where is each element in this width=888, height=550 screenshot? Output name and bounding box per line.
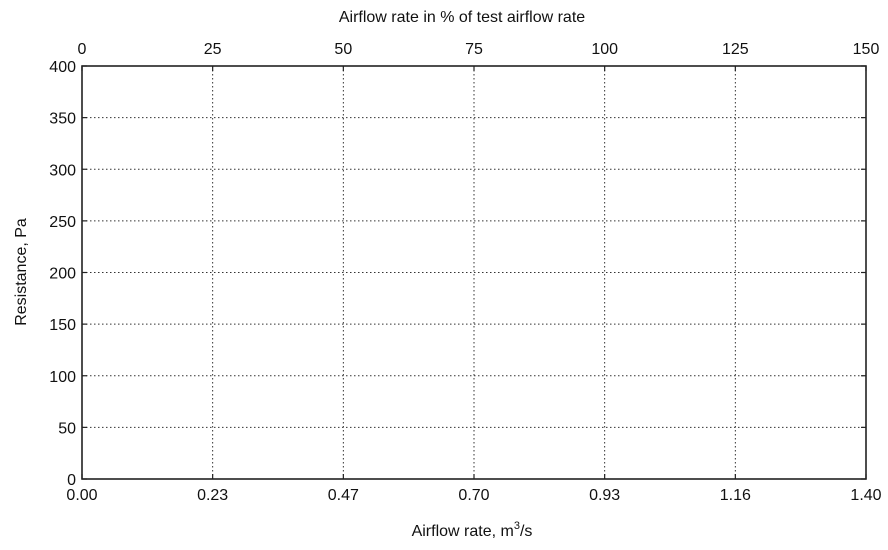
x-tick-label: 0.93 xyxy=(589,487,620,504)
x-tick-label: 0.47 xyxy=(328,487,359,504)
x-tick-label: 0.00 xyxy=(66,487,97,504)
y-tick-label: 400 xyxy=(49,59,76,76)
y-tick-label: 300 xyxy=(49,162,76,179)
y-tick-label: 50 xyxy=(58,420,76,437)
ticks xyxy=(81,65,867,480)
x-tick-label: 1.40 xyxy=(850,487,881,504)
top-tick-label: 125 xyxy=(722,41,749,58)
top-axis-title: Airflow rate in % of test airflow rate xyxy=(339,9,585,26)
y-tick-label: 100 xyxy=(49,369,76,386)
x-axis-title-main: Airflow rate, m xyxy=(412,523,514,540)
tick-labels: 0.00 0.23 0.47 0.70 0.93 1.16 1.40 0 25 50 75 100 12… xyxy=(49,41,881,504)
top-tick-label: 50 xyxy=(334,41,352,58)
y-tick-label: 200 xyxy=(49,266,76,283)
y-tick-label: 150 xyxy=(49,317,76,334)
top-tick-label: 0 xyxy=(78,41,87,58)
y-axis-title: Resistance, Pa xyxy=(13,218,30,326)
top-tick-label: 75 xyxy=(465,41,483,58)
grid xyxy=(82,66,866,479)
top-tick-label: 150 xyxy=(853,41,880,58)
x-axis-title-superscript: 3 xyxy=(514,520,520,532)
x-tick-label: 0.23 xyxy=(197,487,228,504)
x-tick-label: 0.70 xyxy=(458,487,489,504)
y-tick-label: 0 xyxy=(67,472,76,489)
top-tick-label: 25 xyxy=(204,41,222,58)
x-tick-label: 1.16 xyxy=(720,487,751,504)
x-axis-title-suffix: /s xyxy=(520,523,532,540)
top-tick-label: 100 xyxy=(591,41,618,58)
y-tick-label: 350 xyxy=(49,111,76,128)
y-tick-label: 250 xyxy=(49,214,76,231)
x-axis-title: Airflow rate, m3/s xyxy=(412,520,533,540)
